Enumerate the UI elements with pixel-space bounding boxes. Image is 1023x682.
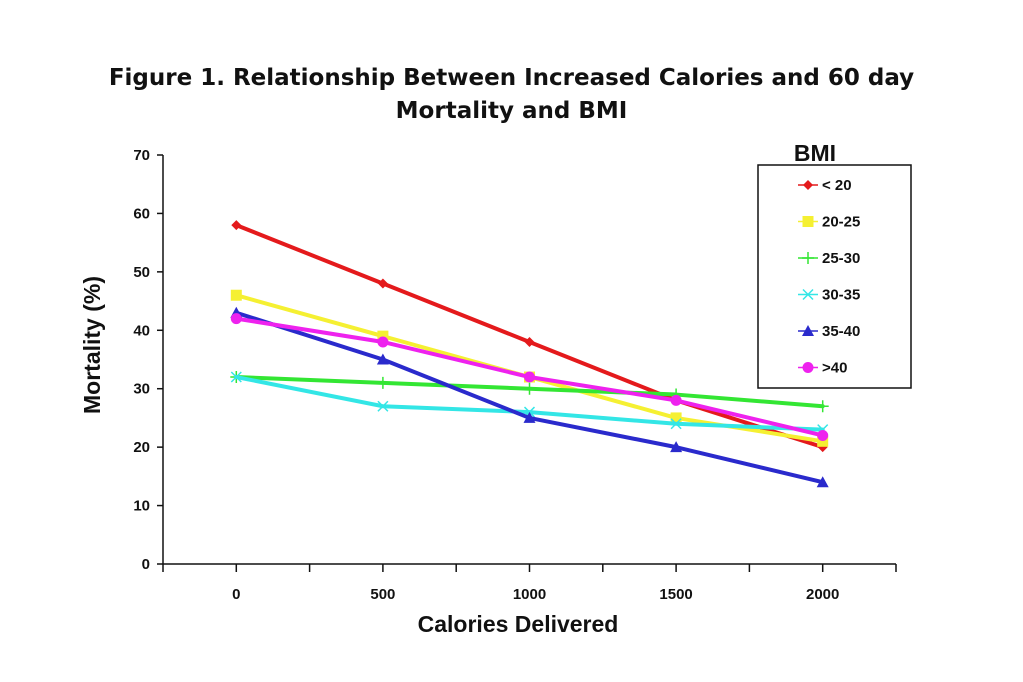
legend-items: < 20 20-25 25-30 30-35 35-40 >40: [798, 177, 860, 377]
legend-swatch-marker: [802, 288, 814, 301]
data-point: [670, 412, 682, 424]
data-point: [816, 400, 829, 413]
y-tick-label: 0: [142, 556, 150, 573]
y-tick-label: 30: [133, 381, 150, 398]
x-tick-label: 500: [370, 586, 395, 603]
y-tick-label: 60: [133, 205, 150, 222]
legend-item: < 20: [798, 177, 852, 194]
legend-item: 35-40: [798, 323, 860, 340]
data-point: [230, 289, 242, 301]
data-point: [670, 441, 683, 453]
legend-item: 30-35: [798, 287, 860, 304]
data-point: [817, 435, 829, 447]
y-tick-label: 10: [133, 498, 150, 515]
legend-swatch-marker: [803, 180, 813, 190]
data-point: [670, 394, 682, 406]
data-point: [377, 330, 389, 342]
data-point: [816, 476, 829, 488]
legend-label: < 20: [822, 177, 852, 194]
legend: BMI < 20 20-25 25-30 30-35 35-40 >40: [757, 140, 912, 389]
legend-label: 30-35: [822, 287, 860, 304]
legend-swatch-marker: [802, 252, 814, 264]
chart-title-line-2: Mortality and BMI: [395, 98, 628, 124]
legend-item: 20-25: [798, 214, 860, 231]
series-4: [230, 306, 829, 488]
data-point: [377, 278, 388, 289]
data-point: [230, 313, 242, 325]
y-tick-label: 70: [133, 147, 150, 164]
legend-swatch-marker: [802, 325, 814, 336]
y-axis-title: Mortality (%): [79, 276, 105, 414]
data-point: [524, 336, 535, 347]
y-tick-label: 40: [133, 322, 150, 339]
legend-label: 20-25: [822, 214, 860, 231]
data-point: [377, 336, 389, 348]
chart-title-line-1: Figure 1. Relationship Between Increased…: [108, 65, 915, 91]
x-axis-title: Calories Delivered: [418, 611, 619, 637]
legend-swatch-marker: [802, 362, 814, 373]
y-tick-label: 50: [133, 264, 150, 281]
data-point: [231, 220, 242, 231]
series-1: [230, 289, 829, 447]
legend-label: 25-30: [822, 250, 860, 267]
legend-label: >40: [822, 360, 847, 377]
series-5: [230, 313, 829, 441]
data-point: [817, 429, 829, 441]
legend-title: BMI: [794, 140, 836, 166]
legend-item: >40: [798, 360, 847, 377]
x-tick-label: 2000: [806, 586, 839, 603]
data-point: [230, 371, 242, 383]
data-point: [524, 371, 535, 383]
x-tick-label: 1000: [513, 586, 546, 603]
x-tick-label: 1500: [659, 586, 692, 603]
data-point: [670, 418, 682, 430]
legend-box: [757, 164, 912, 389]
chart-axes: 0 10 20 30 40 50 60 70 0 500 1000 1500 2000: [133, 147, 897, 603]
data-point: [523, 411, 536, 423]
legend-item: 25-30: [798, 250, 860, 267]
chart-title: Figure 1. Relationship Between Increased…: [0, 62, 1023, 128]
legend-swatch-marker: [802, 216, 814, 227]
data-point: [377, 400, 389, 412]
data-point: [523, 382, 536, 395]
data-point: [376, 376, 389, 389]
y-tick-label: 20: [133, 439, 150, 456]
x-tick-label: 0: [232, 586, 240, 603]
data-point: [376, 353, 389, 365]
series-layer: [230, 220, 829, 488]
legend-label: 35-40: [822, 323, 860, 340]
